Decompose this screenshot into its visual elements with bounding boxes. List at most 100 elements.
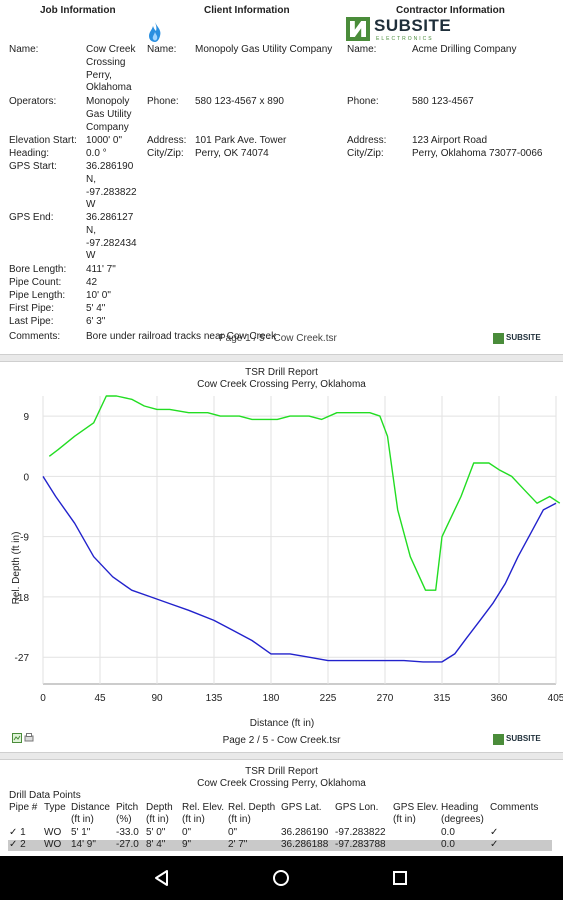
table-cell: ✓ 1	[9, 827, 26, 838]
table-row-highlight	[8, 840, 552, 851]
column-header: Comments	[490, 802, 539, 813]
bore-length-value: 411' 7"	[86, 264, 116, 275]
contractor-phone-value: 580 123-4567	[412, 96, 474, 107]
contractor-phone-label: Phone:	[347, 96, 379, 107]
y-tick-label: 0	[23, 472, 29, 483]
back-button[interactable]	[148, 864, 176, 892]
comments-label: Comments:	[9, 331, 61, 342]
column-header-unit: (ft in)	[228, 814, 251, 825]
chart-export-icon[interactable]	[12, 733, 22, 743]
pipe-count-value: 42	[86, 277, 98, 288]
pipe-length-value: 10' 0"	[86, 290, 111, 301]
page2-footer: Page 2 / 5 - Cow Creek.tsr	[222, 735, 341, 746]
contractor-address-value: 123 Airport Road	[412, 135, 488, 146]
table-cell: 0.0	[441, 839, 455, 850]
column-header: Distance	[71, 802, 110, 813]
client-info-header: Client Information	[204, 5, 290, 16]
table-cell: 36.286188	[281, 839, 329, 850]
chart-page: TSR Drill Report Cow Creek Crossing Perr…	[0, 362, 563, 752]
heading-label: Heading:	[9, 148, 50, 159]
y-tick-label: -18	[15, 593, 30, 604]
operators-label: Operators:	[9, 96, 57, 107]
column-header: Pipe #	[9, 802, 38, 813]
page-separator	[0, 752, 563, 760]
gps-start-value: 36.286190 N, -97.283822 W	[86, 161, 137, 211]
column-header: GPS Lon.	[335, 802, 379, 813]
contractor-cityzip-label: City/Zip:	[347, 148, 384, 159]
chart-print-icon[interactable]	[24, 733, 34, 743]
column-header: GPS Elev.	[393, 802, 439, 813]
subsite-logo-icon	[346, 17, 370, 41]
table-cell: 0.0	[441, 827, 455, 838]
contractor-name-value: Acme Drilling Company	[412, 44, 517, 55]
back-icon	[155, 870, 168, 886]
column-header: Rel. Elev.	[182, 802, 225, 813]
job-name-label: Name:	[9, 44, 39, 55]
table-cell: -97.283822	[335, 827, 386, 838]
column-header-unit: (ft in)	[393, 814, 416, 825]
home-icon	[273, 870, 289, 886]
client-name-label: Name:	[147, 44, 177, 55]
table-cell: 14' 9"	[71, 839, 96, 850]
page1-footer: Page 1 / 5 - Cow Creek.tsr	[219, 333, 337, 344]
column-header: Type	[44, 802, 66, 813]
recents-button[interactable]	[386, 864, 414, 892]
y-tick-label: 9	[23, 412, 29, 423]
series-line-1	[48, 395, 561, 591]
last-pipe-value: 6' 3"	[86, 316, 106, 327]
contractor-cityzip-value: Perry, Oklahoma 73077-0066	[412, 148, 543, 159]
client-cityzip-value: Perry, OK 74074	[195, 148, 269, 159]
table-cell: ✓	[490, 839, 499, 850]
gps-start-label: GPS Start:	[9, 161, 57, 172]
column-header-unit: (ft in)	[146, 814, 169, 825]
first-pipe-label: First Pipe:	[9, 303, 55, 314]
subsite-logo-small: SUBSITE	[493, 733, 553, 747]
table-cell: -33.0	[116, 827, 139, 838]
table-cell: 5' 1"	[71, 827, 91, 838]
table-report-subtitle: Cow Creek Crossing Perry, Oklahoma	[197, 778, 366, 789]
gas-flame-icon	[149, 22, 161, 42]
drill-data-page: TSR Drill Report Cow Creek Crossing Perr…	[0, 760, 563, 856]
client-phone-label: Phone:	[147, 96, 179, 107]
y-tick-label: -27	[15, 653, 30, 664]
job-info-page: Job Information Client Information Contr…	[0, 0, 563, 355]
table-cell: 0"	[228, 827, 238, 838]
x-tick-label: 135	[206, 693, 223, 704]
last-pipe-label: Last Pipe:	[9, 316, 54, 327]
home-button[interactable]	[267, 864, 295, 892]
x-tick-label: 270	[377, 693, 394, 704]
table-cell: 0"	[182, 827, 192, 838]
column-header: GPS Lat.	[281, 802, 322, 813]
table-report-title: TSR Drill Report	[245, 766, 318, 777]
client-phone-value: 580 123-4567 x 890	[195, 96, 284, 107]
chart-title: TSR Drill Report	[245, 367, 318, 378]
heading-value: 0.0 °	[86, 148, 107, 159]
x-tick-label: 90	[151, 693, 163, 704]
pipe-count-label: Pipe Count:	[9, 277, 62, 288]
drill-data-section-label: Drill Data Points	[9, 790, 81, 801]
x-tick-label: 0	[40, 693, 46, 704]
x-tick-label: 405	[548, 693, 563, 704]
column-header-unit: (%)	[116, 814, 132, 825]
job-name-value: Cow Creek Crossing Perry, Oklahoma	[86, 44, 136, 94]
x-tick-label: 45	[94, 693, 106, 704]
y-tick-label: -9	[20, 533, 29, 544]
x-axis-label: Distance (ft in)	[250, 718, 314, 729]
bore-length-label: Bore Length:	[9, 264, 67, 275]
column-header: Pitch	[116, 802, 139, 813]
subsite-logo-small: SUBSITE	[493, 332, 553, 346]
operators-value: Monopoly Gas Utility Company	[86, 96, 132, 133]
column-header: Rel. Depth	[228, 802, 276, 813]
client-name-value: Monopoly Gas Utility Company	[195, 44, 333, 55]
recents-icon	[393, 871, 407, 885]
column-header-unit: (ft in)	[182, 814, 205, 825]
page-separator	[0, 354, 563, 362]
contractor-info-header: Contractor Information	[396, 5, 505, 16]
contractor-name-label: Name:	[347, 44, 377, 55]
x-tick-label: 225	[320, 693, 337, 704]
comments-value: Bore under railroad tracks near Cow Cree…	[86, 331, 277, 342]
subsite-logo-icon	[493, 734, 504, 745]
table-cell: -27.0	[116, 839, 139, 850]
table-cell: WO	[44, 839, 62, 850]
